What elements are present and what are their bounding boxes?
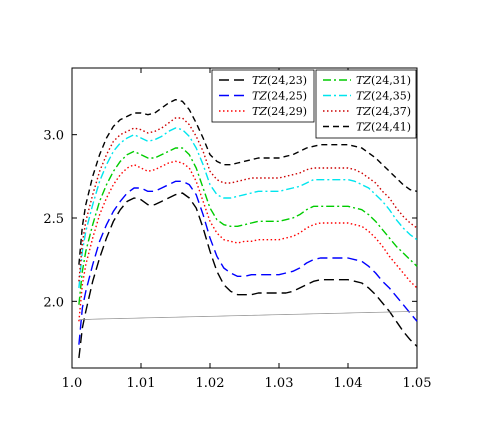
x-tick-label: 1.01 bbox=[127, 376, 156, 391]
legend: TZ(24,23) TZ(24,25) TZ(24,29) TZ(24,31) TZ(2… bbox=[211, 69, 417, 139]
series-line-1 bbox=[78, 192, 418, 359]
x-tick-label: 1.0 bbox=[62, 376, 83, 391]
legend-label: TZ(24,37) bbox=[356, 105, 411, 118]
y-tick-label: 3.0 bbox=[43, 129, 64, 144]
series-layer bbox=[78, 98, 418, 359]
x-tick-label: 1.03 bbox=[265, 376, 294, 391]
x-tick-label: 1.05 bbox=[403, 376, 432, 391]
reference-line bbox=[78, 310, 418, 321]
legend-label: TZ(24,23) bbox=[252, 74, 307, 87]
legend-box-2 bbox=[315, 69, 417, 139]
legend-label: TZ(24,35) bbox=[356, 90, 411, 103]
legend-label: TZ(24,29) bbox=[252, 105, 307, 118]
series-line-4 bbox=[78, 147, 418, 305]
legend-label: TZ(24,25) bbox=[252, 90, 307, 103]
y-tick-label: 2.5 bbox=[43, 212, 64, 227]
legend-label: TZ(24,31) bbox=[356, 74, 411, 87]
series-line-6 bbox=[78, 117, 418, 282]
series-line-3 bbox=[78, 160, 418, 322]
axis-layer: 1.0 1.01 1.02 1.03 1.04 1.05 2.0 2.5 3.0 bbox=[43, 68, 431, 391]
y-tick-label: 2.0 bbox=[43, 295, 64, 310]
x-tick-label: 1.04 bbox=[334, 376, 363, 391]
series-line-7 bbox=[78, 98, 418, 265]
series-line-2 bbox=[78, 180, 418, 345]
legend-label: TZ(24,41) bbox=[356, 121, 411, 134]
series-line-5 bbox=[78, 127, 418, 289]
x-tick-label: 1.02 bbox=[196, 376, 225, 391]
